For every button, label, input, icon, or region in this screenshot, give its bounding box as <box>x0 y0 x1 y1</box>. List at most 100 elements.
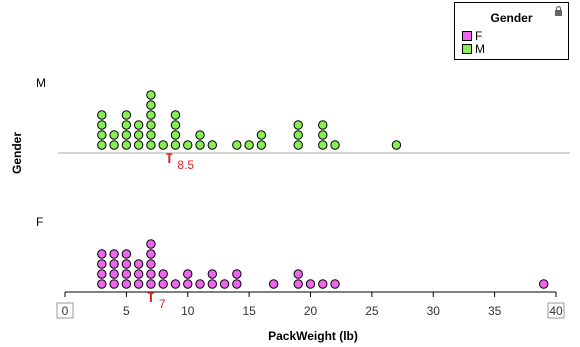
legend-title: Gender <box>490 11 533 25</box>
data-point <box>146 239 156 249</box>
data-point <box>97 130 107 140</box>
data-point <box>97 269 107 279</box>
data-point <box>293 269 303 279</box>
data-point <box>109 279 119 289</box>
data-point <box>318 140 328 150</box>
data-point <box>195 279 205 289</box>
legend: Gender F M <box>454 2 569 60</box>
data-point <box>207 140 218 150</box>
data-point <box>539 279 549 289</box>
data-point <box>183 140 193 150</box>
data-point <box>232 269 242 279</box>
data-point <box>97 249 107 259</box>
group-label: M <box>36 76 46 90</box>
x-axis-bound-box[interactable] <box>56 302 74 319</box>
data-point <box>195 130 205 140</box>
data-point <box>158 279 168 289</box>
data-point <box>293 130 303 140</box>
data-point <box>146 130 156 140</box>
data-point <box>146 90 156 100</box>
data-point <box>330 140 340 150</box>
data-point <box>232 279 242 289</box>
x-axis-bound-box[interactable] <box>547 302 565 319</box>
data-point <box>133 130 144 140</box>
legend-label-m: M <box>475 42 485 56</box>
x-tick-label: 30 <box>427 304 441 318</box>
data-point <box>170 110 181 120</box>
x-tick-label: 40 <box>549 304 563 318</box>
data-point <box>146 140 156 150</box>
data-point <box>109 140 119 150</box>
data-point <box>97 279 107 289</box>
data-point <box>183 269 193 279</box>
median-label: 8.5 <box>177 158 194 172</box>
y-axis-label: Gender <box>10 132 24 174</box>
x-axis: 0 5 10 15 20 25 30 35 40 <box>56 152 570 319</box>
data-point <box>133 259 144 269</box>
data-point <box>170 130 181 140</box>
data-point <box>268 279 279 289</box>
data-point <box>391 140 402 150</box>
data-point <box>219 279 230 289</box>
data-point <box>109 259 119 269</box>
data-point <box>195 140 205 150</box>
data-point <box>293 140 303 150</box>
legend-swatch-f <box>462 31 472 41</box>
data-point <box>183 279 193 289</box>
legend-label-f: F <box>475 29 483 43</box>
data-point <box>121 130 132 140</box>
x-tick-label: 35 <box>488 304 502 318</box>
data-point <box>207 279 218 289</box>
data-point <box>318 120 328 130</box>
x-tick-label: 25 <box>365 304 379 318</box>
data-point <box>146 249 156 259</box>
data-point <box>133 120 144 130</box>
data-point <box>97 120 107 130</box>
x-tick-label: 20 <box>304 304 318 318</box>
data-point <box>170 120 181 130</box>
x-tick-label: 5 <box>123 304 130 318</box>
legend-item-f: F <box>462 30 482 42</box>
group-label: F <box>36 215 43 229</box>
data-point <box>146 120 156 130</box>
data-point <box>318 279 328 289</box>
data-point <box>146 100 156 110</box>
data-point <box>146 269 156 279</box>
data-point <box>330 279 340 289</box>
plot-area: M 8.5 F7 <box>36 76 549 311</box>
data-point <box>293 120 303 130</box>
data-point <box>170 279 181 289</box>
x-tick-label: 0 <box>62 304 69 318</box>
data-point <box>109 130 119 140</box>
data-point <box>256 130 267 140</box>
group-m: M 8.5 <box>36 76 402 172</box>
data-point <box>170 140 181 150</box>
data-point <box>121 110 132 120</box>
data-point <box>256 140 267 150</box>
data-point <box>305 279 316 289</box>
lock-icon[interactable] <box>554 6 563 16</box>
data-point <box>146 110 156 120</box>
data-point <box>121 249 132 259</box>
data-point <box>133 279 144 289</box>
data-point <box>244 140 254 150</box>
data-point <box>121 279 132 289</box>
data-point <box>207 269 218 279</box>
data-point <box>133 269 144 279</box>
data-point <box>158 269 168 279</box>
data-point <box>97 140 107 150</box>
legend-item-m: M <box>462 43 485 55</box>
data-point <box>109 249 119 259</box>
x-tick-label: 15 <box>242 304 256 318</box>
group-f: F7 <box>36 215 549 311</box>
data-point <box>158 140 168 150</box>
data-point <box>121 120 132 130</box>
data-point <box>318 130 328 140</box>
x-tick-label: 10 <box>181 304 195 318</box>
data-point <box>121 269 132 279</box>
x-axis-label: PackWeight (lb) <box>268 329 358 343</box>
data-point <box>97 110 107 120</box>
data-point <box>121 140 132 150</box>
data-point <box>232 140 242 150</box>
